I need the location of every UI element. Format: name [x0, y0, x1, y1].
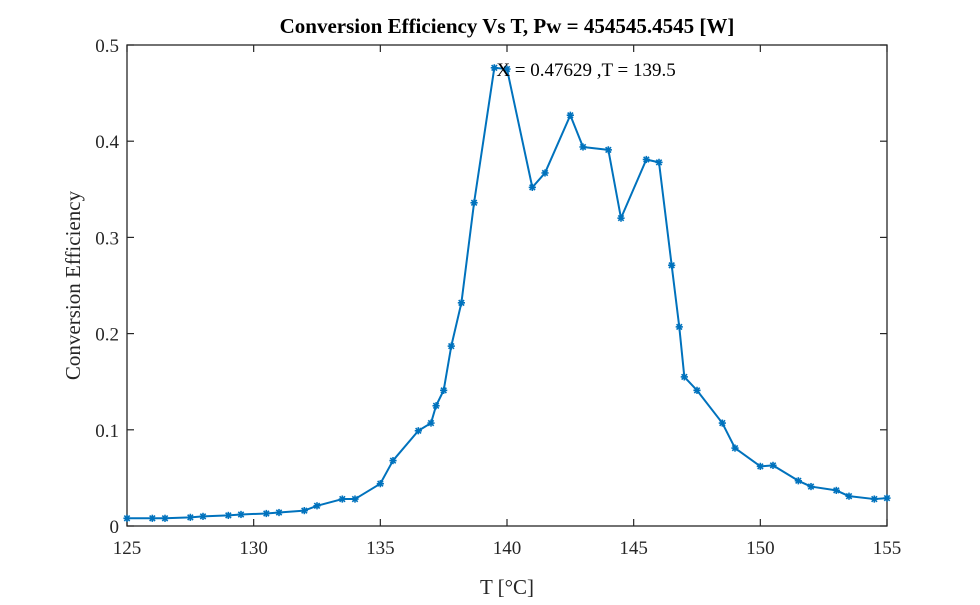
data-point: [832, 486, 840, 495]
data-point: [718, 419, 726, 427]
data-point: [693, 386, 701, 394]
data-point: [655, 158, 663, 166]
data-point: [427, 419, 435, 427]
y-tick-label: 0.5: [95, 36, 119, 57]
data-point: [199, 512, 207, 520]
x-tick-label: 125: [113, 538, 142, 559]
data-point: [870, 495, 878, 503]
data-point: [675, 323, 683, 331]
axes-box: [126, 44, 888, 527]
x-axis-label: T [°C]: [480, 575, 534, 599]
y-tick-label: 0: [110, 517, 120, 538]
x-tick-label: 150: [746, 538, 775, 559]
data-point: [300, 507, 308, 515]
data-point: [769, 461, 777, 469]
data-point: [883, 494, 891, 502]
data-point: [604, 146, 612, 154]
data-point: [351, 495, 359, 503]
y-tick-label: 0.4: [95, 132, 119, 153]
data-point: [224, 511, 232, 520]
data-point: [186, 513, 194, 521]
y-tick-label: 0.2: [95, 325, 119, 346]
data-point: [668, 261, 676, 269]
y-tick-label: 0.1: [95, 421, 119, 442]
data-point: [148, 514, 156, 522]
data-point: [440, 386, 448, 394]
x-tick-label: 145: [619, 538, 648, 559]
data-point: [756, 462, 764, 470]
data-point: [731, 444, 739, 452]
data-point: [237, 510, 245, 519]
series-line: [127, 66, 888, 520]
data-point: [642, 155, 650, 164]
data-point: [432, 402, 440, 410]
chart-title: Conversion Efficiency Vs T, Pw = 454545.…: [280, 14, 735, 38]
data-point: [490, 64, 498, 72]
y-tick-label: 0.3: [95, 228, 119, 249]
y-axis-label: Conversion Efficiency: [61, 190, 85, 380]
data-point: [447, 342, 455, 350]
data-point: [617, 214, 625, 222]
data-point: [389, 456, 397, 465]
data-point: [457, 299, 465, 307]
data-point: [123, 514, 131, 522]
data-point: [262, 509, 270, 518]
data-point: [566, 111, 574, 119]
data-point: [470, 199, 478, 207]
data-point: [275, 508, 283, 517]
data-point: [845, 492, 853, 500]
data-point: [794, 477, 802, 485]
data-point: [313, 502, 321, 510]
plot-area: 125 130 135 140 145 150 155 0 0.1 0.2 0.3 0.4 0.5: [95, 36, 901, 559]
x-tick-label: 155: [873, 538, 902, 559]
data-point: [579, 143, 587, 151]
data-point: [528, 183, 536, 191]
x-tick-label: 130: [239, 538, 268, 559]
data-point: [503, 65, 511, 73]
data-point: [680, 373, 688, 381]
data-point: [414, 427, 422, 435]
data-point: [161, 514, 169, 522]
data-point: [807, 482, 815, 491]
x-tick-label: 140: [493, 538, 522, 559]
data-point: [376, 480, 384, 488]
datatip-annotation: X = 0.47629 ,T = 139.5: [496, 60, 675, 81]
data-point: [541, 169, 549, 177]
x-tick-label: 135: [366, 538, 395, 559]
data-point: [338, 495, 346, 503]
